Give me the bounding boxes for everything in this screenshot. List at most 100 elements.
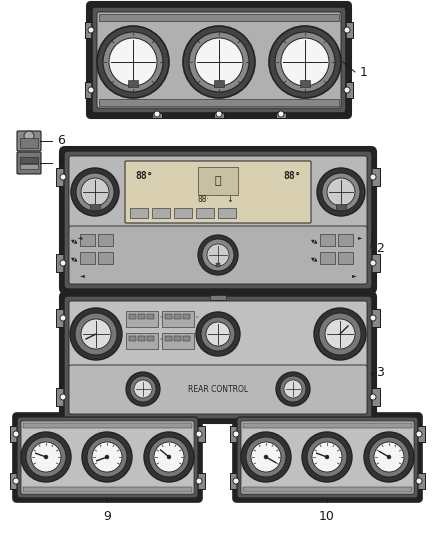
Bar (341, 82, 353, 98)
Bar (10, 473, 22, 489)
Circle shape (144, 432, 194, 482)
Circle shape (370, 260, 376, 266)
FancyBboxPatch shape (92, 7, 346, 113)
Circle shape (75, 313, 117, 355)
FancyBboxPatch shape (69, 156, 367, 228)
Circle shape (126, 372, 160, 406)
Circle shape (70, 308, 122, 360)
Bar (193, 473, 205, 489)
Circle shape (31, 442, 61, 472)
Circle shape (201, 317, 235, 351)
Bar (320, 234, 335, 246)
Bar (366, 168, 380, 186)
Bar (152, 110, 162, 118)
Bar (80, 234, 95, 246)
Circle shape (24, 131, 34, 141)
Circle shape (60, 260, 66, 266)
Circle shape (105, 455, 109, 459)
Bar (56, 388, 70, 406)
FancyBboxPatch shape (60, 147, 376, 293)
Circle shape (149, 437, 189, 477)
Text: 1: 1 (360, 66, 368, 78)
FancyBboxPatch shape (64, 296, 372, 419)
Circle shape (196, 312, 240, 356)
FancyBboxPatch shape (17, 417, 198, 498)
Circle shape (154, 111, 160, 117)
Circle shape (21, 432, 71, 482)
Text: °: ° (196, 338, 199, 343)
Bar (214, 110, 224, 118)
Bar (341, 22, 353, 38)
Circle shape (207, 244, 229, 266)
FancyBboxPatch shape (17, 152, 41, 174)
Circle shape (387, 455, 391, 459)
Bar (152, 208, 170, 218)
Bar (198, 167, 238, 195)
Bar (85, 22, 97, 38)
Bar (10, 426, 22, 442)
Circle shape (264, 455, 268, 459)
FancyBboxPatch shape (241, 421, 414, 494)
Circle shape (76, 173, 114, 211)
Circle shape (60, 315, 66, 321)
Circle shape (276, 372, 310, 406)
Circle shape (154, 442, 184, 472)
Circle shape (269, 26, 341, 98)
Bar (193, 426, 205, 442)
FancyBboxPatch shape (60, 292, 376, 423)
Text: ▼▲: ▼▲ (311, 238, 318, 244)
Text: ►: ► (358, 236, 362, 240)
Circle shape (369, 437, 409, 477)
Circle shape (251, 442, 281, 472)
Bar (80, 252, 95, 264)
Text: ►: ► (352, 273, 357, 279)
Circle shape (280, 376, 306, 402)
Text: 10: 10 (319, 510, 335, 523)
Bar (413, 473, 425, 489)
Circle shape (202, 239, 234, 271)
Bar (183, 336, 190, 341)
Circle shape (233, 478, 239, 484)
Bar (138, 336, 145, 341)
Bar (129, 336, 136, 341)
Circle shape (71, 168, 119, 216)
Bar (320, 252, 335, 264)
FancyBboxPatch shape (21, 421, 194, 494)
Circle shape (233, 431, 239, 437)
Bar (23, 487, 192, 492)
Text: 6: 6 (57, 134, 65, 148)
Circle shape (370, 315, 376, 321)
Circle shape (370, 394, 376, 400)
Bar (129, 314, 136, 319)
Bar (98, 252, 113, 264)
Text: 9: 9 (103, 510, 111, 523)
Bar (147, 336, 154, 341)
Circle shape (344, 27, 350, 33)
Circle shape (364, 432, 414, 482)
Bar (20, 157, 38, 163)
Circle shape (195, 38, 243, 86)
Bar (90, 204, 100, 210)
Circle shape (327, 178, 355, 206)
Circle shape (26, 437, 66, 477)
Circle shape (319, 313, 361, 355)
Bar (162, 311, 194, 327)
Circle shape (206, 322, 230, 346)
Circle shape (87, 437, 127, 477)
Circle shape (278, 111, 284, 117)
Circle shape (81, 178, 109, 206)
Circle shape (325, 319, 355, 349)
Bar (130, 208, 148, 218)
Bar (366, 388, 380, 406)
Text: ⬥: ⬥ (215, 176, 221, 186)
Circle shape (314, 308, 366, 360)
Circle shape (103, 32, 163, 92)
FancyBboxPatch shape (69, 365, 367, 414)
Bar (20, 138, 38, 148)
Circle shape (241, 432, 291, 482)
Circle shape (281, 38, 329, 86)
Bar (183, 314, 190, 319)
Text: °: ° (160, 317, 163, 321)
Circle shape (92, 442, 122, 472)
FancyBboxPatch shape (87, 2, 351, 118)
